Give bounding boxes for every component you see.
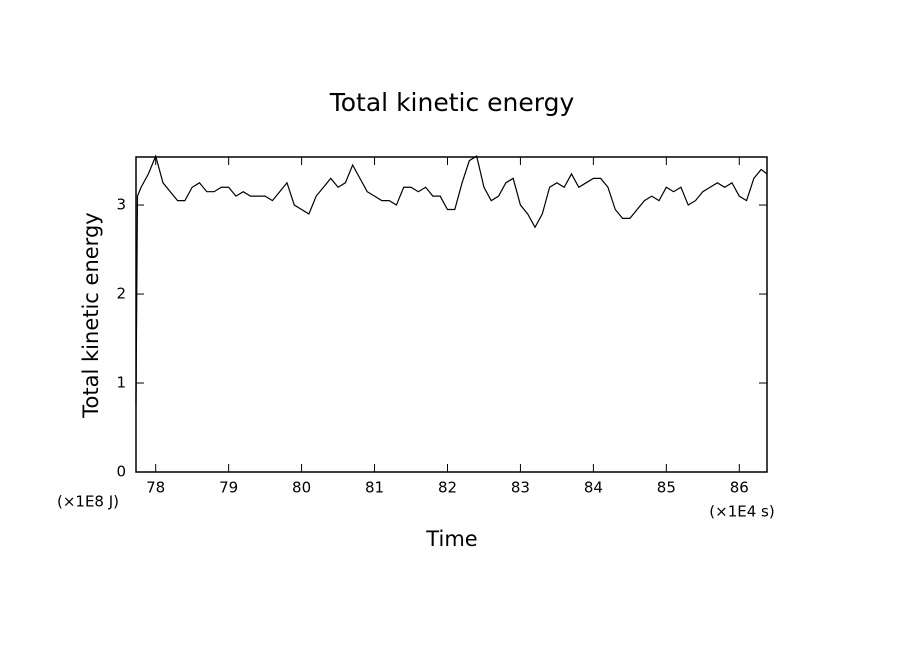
- x-tick-label: 85: [657, 479, 676, 497]
- x-tick-label: 86: [730, 479, 749, 497]
- y-tick-label: 1: [116, 374, 126, 392]
- x-tick-label: 78: [146, 479, 165, 497]
- y-axis-label: Total kinetic energy: [79, 212, 103, 418]
- data-line: [135, 154, 768, 403]
- x-unit: (×1E4 s): [709, 503, 774, 521]
- x-tick-label: 84: [584, 479, 603, 497]
- x-tick-label: 79: [219, 479, 238, 497]
- plot-frame: [135, 156, 768, 473]
- chart-title: Total kinetic energy: [329, 88, 575, 117]
- x-tick-label: 80: [292, 479, 311, 497]
- y-tick-label: 2: [116, 285, 126, 303]
- x-tick-label: 82: [438, 479, 457, 497]
- x-tick-label: 81: [365, 479, 384, 497]
- x-tick-label: 83: [511, 479, 530, 497]
- y-unit: (×1E8 J): [57, 493, 119, 511]
- y-tick-label: 0: [116, 463, 126, 481]
- x-axis-label: Time: [425, 527, 477, 551]
- y-tick-label: 3: [116, 196, 126, 214]
